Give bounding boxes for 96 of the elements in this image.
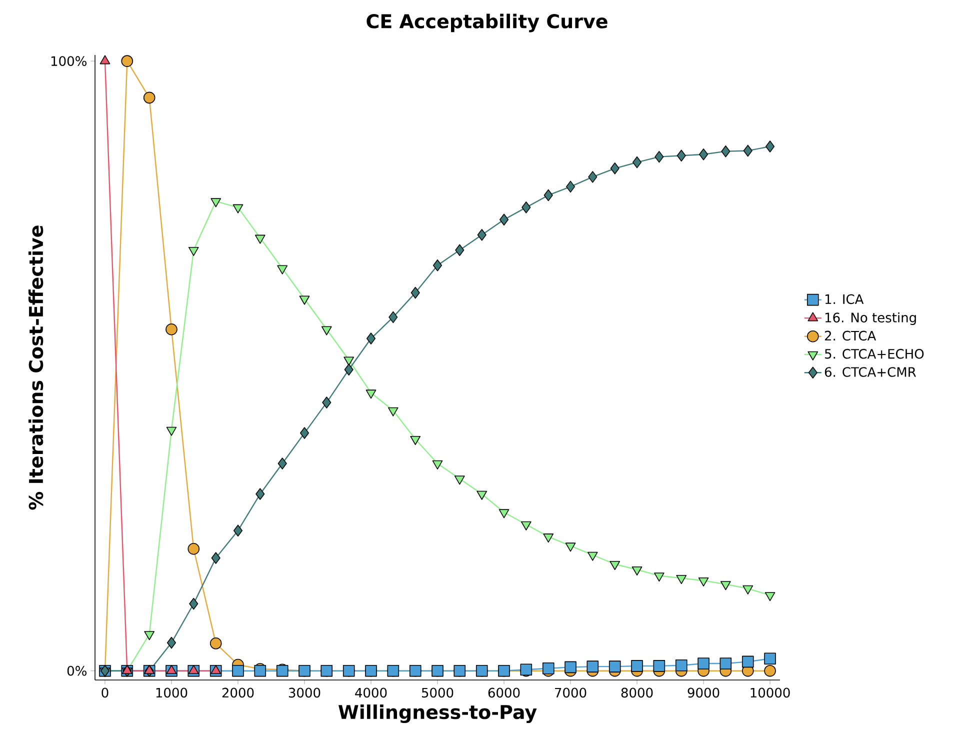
point bbox=[366, 332, 376, 344]
point bbox=[432, 460, 443, 470]
point bbox=[344, 364, 354, 376]
point bbox=[499, 214, 509, 226]
x-tick-label: 6000 bbox=[488, 688, 520, 698]
point bbox=[743, 144, 752, 157]
y-axis-title: % Iterations Cost-Effective bbox=[28, 226, 44, 510]
point bbox=[544, 189, 553, 202]
point bbox=[188, 542, 200, 555]
point bbox=[654, 572, 664, 582]
legend-label: 16. No testing bbox=[825, 312, 916, 325]
point bbox=[721, 145, 730, 158]
point bbox=[321, 326, 332, 336]
x-tick-label: 3000 bbox=[288, 688, 320, 698]
point bbox=[586, 660, 599, 672]
point bbox=[366, 390, 376, 399]
point bbox=[233, 524, 243, 536]
point bbox=[388, 407, 398, 416]
point bbox=[144, 631, 155, 640]
point bbox=[210, 198, 222, 208]
x-tick-label: 8000 bbox=[621, 688, 653, 698]
point bbox=[588, 171, 598, 183]
point bbox=[587, 552, 598, 561]
point bbox=[388, 311, 398, 324]
point bbox=[564, 661, 576, 674]
legend-label: 6. CTCA+CMR bbox=[824, 367, 916, 377]
point bbox=[477, 228, 486, 241]
point bbox=[520, 521, 532, 530]
point bbox=[498, 509, 510, 518]
point bbox=[610, 162, 620, 174]
point bbox=[698, 577, 709, 586]
point bbox=[610, 560, 620, 570]
x-tick-label: 7000 bbox=[555, 688, 586, 698]
point bbox=[764, 664, 776, 677]
point bbox=[653, 660, 666, 672]
point bbox=[698, 658, 710, 670]
point bbox=[676, 150, 686, 162]
point bbox=[522, 202, 531, 214]
point bbox=[211, 552, 220, 564]
x-tick-label: 5000 bbox=[422, 688, 454, 698]
x-tick-label: 9000 bbox=[688, 688, 720, 698]
point bbox=[277, 265, 288, 274]
point bbox=[720, 581, 731, 590]
point bbox=[344, 356, 354, 366]
legend-label: 5. CTCA+ECHO bbox=[825, 348, 924, 359]
point bbox=[766, 140, 775, 152]
x-axis-title: Willingness-to-Pay bbox=[338, 704, 537, 724]
point bbox=[698, 148, 708, 160]
point bbox=[764, 652, 776, 665]
point bbox=[322, 396, 332, 408]
point bbox=[455, 244, 464, 256]
point bbox=[720, 658, 732, 670]
point bbox=[764, 592, 776, 602]
point bbox=[254, 234, 266, 244]
x-tick-label: 0 bbox=[102, 688, 108, 698]
point bbox=[432, 259, 442, 272]
point bbox=[232, 204, 244, 214]
point bbox=[256, 488, 265, 500]
point bbox=[188, 246, 199, 256]
point bbox=[300, 427, 310, 439]
point bbox=[632, 156, 642, 168]
point bbox=[543, 534, 554, 543]
point bbox=[566, 180, 576, 193]
x-tick-label: 4000 bbox=[355, 688, 387, 698]
point bbox=[232, 664, 244, 677]
point bbox=[454, 476, 465, 485]
point bbox=[121, 55, 134, 67]
point bbox=[742, 656, 754, 668]
point bbox=[476, 490, 488, 500]
point bbox=[143, 92, 156, 104]
point bbox=[166, 323, 178, 336]
point bbox=[410, 286, 420, 299]
x-tick-label: 2000 bbox=[222, 688, 254, 698]
legend-label: 2. CTCA bbox=[824, 330, 876, 341]
point bbox=[676, 575, 687, 584]
y-tick-label: 0% bbox=[67, 666, 86, 676]
point bbox=[189, 598, 198, 610]
point bbox=[631, 660, 643, 672]
point bbox=[608, 660, 621, 672]
point bbox=[278, 458, 287, 470]
point bbox=[542, 662, 554, 674]
point bbox=[410, 436, 421, 446]
point bbox=[166, 636, 176, 649]
point bbox=[166, 426, 177, 436]
x-tick-label: 10000 bbox=[750, 688, 790, 698]
point bbox=[299, 296, 310, 305]
point bbox=[632, 566, 642, 576]
point bbox=[742, 585, 754, 594]
point bbox=[210, 638, 222, 650]
y-tick-label: 100% bbox=[51, 56, 86, 66]
point bbox=[654, 150, 664, 163]
point bbox=[565, 542, 576, 552]
legend-label: 1. ICA bbox=[825, 294, 864, 304]
point bbox=[675, 659, 688, 672]
chart-title: CE Acceptability Curve bbox=[366, 14, 608, 32]
x-tick-label: 1000 bbox=[156, 688, 188, 698]
